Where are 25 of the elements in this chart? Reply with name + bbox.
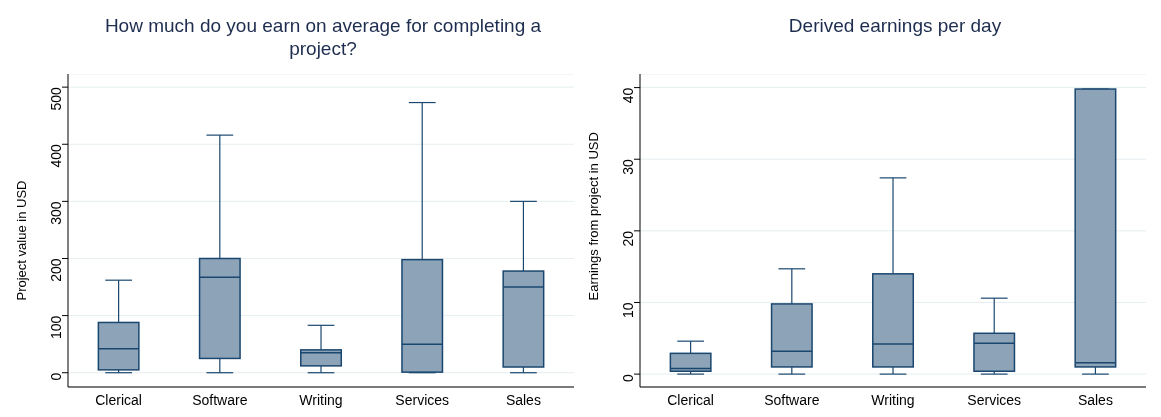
y-tick-label: 30 <box>619 159 636 175</box>
x-tick-label: Writing <box>871 391 915 408</box>
chart-title: How much do you earn on average for completing a project? <box>103 14 543 60</box>
y-tick-label: 0 <box>47 372 64 381</box>
x-tick-label: Software <box>764 391 820 408</box>
x-tick-label: Software <box>192 391 248 408</box>
y-tick-label: 0 <box>619 373 636 382</box>
y-tick-label: 500 <box>47 86 64 111</box>
x-tick-label: Services <box>967 391 1022 408</box>
x-tick-label: Services <box>395 391 450 408</box>
y-tick-label: 10 <box>619 302 636 319</box>
y-tick-label: 40 <box>619 87 636 104</box>
x-tick-label: Clerical <box>95 391 142 408</box>
y-tick-label: 100 <box>47 315 64 339</box>
x-tick-label: Sales <box>1077 391 1113 408</box>
y-axis-title: Earnings from project in USD <box>585 132 601 301</box>
y-tick-label: 300 <box>47 201 64 225</box>
y-tick-label: 200 <box>47 258 64 282</box>
y-axis-title: Project value in USD <box>13 180 29 301</box>
chart-title: Derived earnings per day <box>787 14 1003 37</box>
y-tick-label: 20 <box>619 230 636 247</box>
x-tick-label: Clerical <box>667 391 714 408</box>
y-tick-label: 400 <box>47 144 64 168</box>
x-tick-label: Sales <box>505 391 541 408</box>
x-tick-label: Writing <box>299 391 343 408</box>
